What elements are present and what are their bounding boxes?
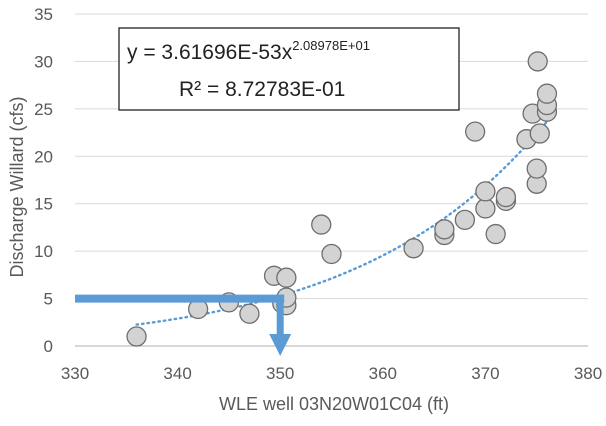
data-point [529, 123, 550, 144]
power-trendline [135, 120, 549, 326]
data-point [495, 186, 517, 208]
y-tick-label: 25 [34, 100, 53, 119]
data-point [454, 209, 476, 230]
y-tick-label: 20 [34, 147, 53, 166]
x-tick-label: 360 [369, 364, 397, 383]
data-point [526, 158, 547, 179]
equation-text: y = 3.61696E-53x2.08978E+01 [127, 38, 370, 64]
data-point [126, 326, 147, 347]
r-squared-text: R² = 8.72783E-01 [179, 78, 345, 101]
arrow-head-icon [269, 334, 292, 356]
y-axis-title: Discharge Willard (cfs) [7, 96, 27, 277]
x-tick-label: 340 [163, 364, 191, 383]
data-point [527, 51, 548, 72]
x-tick-labels: 330 340 350 360 370 380 [61, 364, 602, 383]
y-tick-label: 10 [34, 242, 53, 261]
equation-exponent: 2.08978E+01 [292, 38, 370, 53]
y-tick-label: 0 [44, 337, 53, 356]
y-tick-label: 35 [34, 5, 53, 24]
y-tick-label: 15 [34, 195, 53, 214]
data-point [485, 223, 506, 245]
data-point [475, 198, 496, 219]
data-point [536, 83, 558, 104]
x-tick-label: 350 [266, 364, 294, 383]
data-point [311, 214, 332, 235]
annotation-arrow [75, 294, 292, 356]
equation-box-frame [118, 27, 460, 111]
data-point [321, 243, 342, 265]
data-point [403, 238, 424, 259]
data-point [276, 267, 297, 288]
data-points [126, 51, 558, 347]
x-tick-label: 380 [574, 364, 602, 383]
equation-box: y = 3.61696E-53x2.08978E+01 R² = 8.72783… [118, 27, 460, 111]
data-point [464, 121, 486, 142]
equation-base: y = 3.61696E-53x [127, 41, 293, 64]
y-tick-labels: 0 5 10 15 20 25 30 35 [34, 5, 53, 356]
x-tick-label: 370 [471, 364, 499, 383]
data-point [239, 303, 260, 324]
x-tick-label: 330 [61, 364, 89, 383]
x-axis-title: WLE well 03N20W01C04 (ft) [219, 394, 449, 414]
data-point [475, 181, 496, 202]
y-tick-label: 30 [34, 52, 53, 71]
data-point [434, 219, 455, 240]
y-tick-label: 5 [44, 290, 53, 309]
